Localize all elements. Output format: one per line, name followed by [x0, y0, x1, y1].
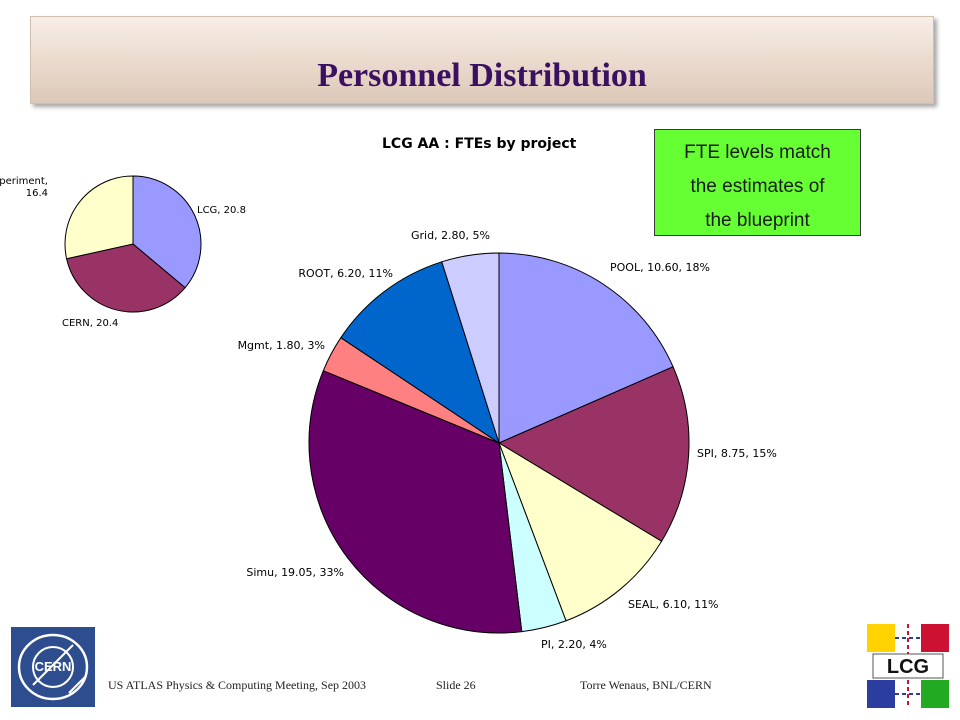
- pie-slice-grid: [441, 252, 500, 444]
- pie-slice-pool: [498, 252, 674, 444]
- pie-label-spi: SPI, 8.75, 15%: [697, 447, 777, 460]
- pie-slice-lcg: [132, 175, 202, 289]
- pie-slice-spi: [497, 366, 690, 542]
- pie-slice-experiment: [64, 175, 134, 260]
- footer-meeting: US ATLAS Physics & Computing Meeting, Se…: [108, 678, 367, 692]
- note-box: FTE levels match the estimates of the bl…: [654, 129, 861, 236]
- slide-title: Personnel Distribution: [317, 57, 647, 94]
- pie-label-mgmt: Mgmt, 1.80, 3%: [238, 339, 325, 352]
- chart-title: LCG AA : FTEs by project: [382, 136, 577, 152]
- cern-logo-text: CERN: [35, 659, 72, 674]
- footer-author: Torre Wenaus, BNL/CERN: [580, 678, 712, 692]
- pie-slice-cern: [66, 243, 186, 313]
- note-line-2: the estimates of: [690, 176, 825, 197]
- mini-pie-chart: LCG, 20.8 CERN, 20.4 Experiment,16.4: [0, 175, 246, 329]
- lcg-logo-text: LCG: [887, 656, 929, 678]
- main-pie-chart: POOL, 10.60, 18% SPI, 8.75, 15% SEAL, 6.10…: [238, 229, 777, 651]
- pie-label-root: ROOT, 6.20, 11%: [298, 267, 393, 280]
- pie-label-pi: PI, 2.20, 4%: [541, 638, 607, 651]
- pie-label-lcg: LCG, 20.8: [197, 205, 246, 216]
- pie-slice-simu: [308, 369, 523, 634]
- cern-logo: CERN: [11, 627, 95, 707]
- pie-label-cern: CERN, 20.4: [62, 318, 118, 329]
- lcg-logo: LCG: [865, 622, 951, 710]
- note-line-3: the blueprint: [705, 210, 810, 231]
- pie-slice-seal: [498, 441, 663, 622]
- title-bar: Personnel Distribution: [30, 16, 934, 104]
- footer-slide-number: Slide 26: [436, 678, 476, 692]
- pie-slice-root: [340, 261, 500, 445]
- note-line-1: FTE levels match: [684, 142, 831, 163]
- pie-label-experiment: Experiment,16.4: [0, 176, 48, 199]
- pie-label-pool: POOL, 10.60, 18%: [610, 261, 710, 274]
- pie-label-seal: SEAL, 6.10, 11%: [628, 598, 719, 611]
- pie-label-grid: Grid, 2.80, 5%: [411, 229, 490, 242]
- pie-label-simu: Simu, 19.05, 33%: [246, 566, 344, 579]
